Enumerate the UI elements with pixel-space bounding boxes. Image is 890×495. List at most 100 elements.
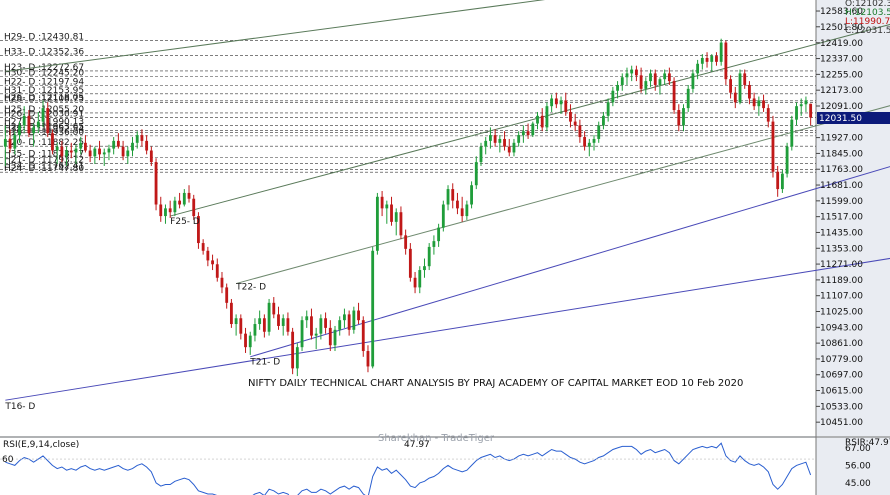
candle-167 xyxy=(790,115,794,151)
candle-65 xyxy=(310,308,313,340)
candle-161 xyxy=(762,94,765,112)
candle-body xyxy=(371,250,375,367)
candle-3 xyxy=(18,121,21,143)
candle-body xyxy=(140,135,144,141)
candle-170 xyxy=(804,96,808,112)
y-tick-label-4: 12255.00 xyxy=(820,70,863,80)
candle-body xyxy=(578,125,582,138)
candle-53 xyxy=(253,318,257,342)
candle-25 xyxy=(121,140,125,161)
candle-28 xyxy=(135,131,139,149)
trendline-3 xyxy=(5,257,890,401)
candle-112 xyxy=(531,121,535,138)
level-label-11: H24- D :11963.65 xyxy=(4,123,84,133)
candle-body xyxy=(583,137,587,147)
candle-140 xyxy=(663,69,667,85)
candle-body xyxy=(182,192,186,205)
candle-50 xyxy=(239,314,243,340)
candle-body xyxy=(295,347,299,369)
candle-body xyxy=(46,108,50,134)
candle-141 xyxy=(667,67,671,85)
candle-body xyxy=(762,100,765,109)
candle-body xyxy=(291,331,295,369)
candle-76 xyxy=(361,316,365,357)
candle-166 xyxy=(785,142,789,178)
candle-body xyxy=(738,73,742,103)
candle-body xyxy=(394,212,398,222)
candle-100 xyxy=(474,156,478,190)
candle-body xyxy=(517,135,521,143)
candle-body xyxy=(602,115,605,126)
candle-body xyxy=(658,79,662,85)
candle-163 xyxy=(771,115,775,178)
candle-34 xyxy=(164,204,167,224)
y-tick-label-25: 10451.00 xyxy=(820,418,863,428)
candle-body xyxy=(752,98,756,107)
candle-111 xyxy=(526,123,530,139)
candle-body xyxy=(592,138,596,143)
candle-body xyxy=(338,320,342,330)
candle-63 xyxy=(300,316,304,352)
trendline-4 xyxy=(250,166,890,358)
candle-37 xyxy=(178,192,182,209)
level-label-3: H30- D :12245.20 xyxy=(4,68,84,78)
candle-body xyxy=(686,88,690,109)
rsi-right-tick-1: 56.00 xyxy=(845,461,871,471)
candle-body xyxy=(785,146,789,174)
candle-body xyxy=(286,318,290,332)
candle-134 xyxy=(634,65,638,82)
ohlc-open: O:12102.35 xyxy=(845,0,890,9)
candle-body xyxy=(479,146,483,163)
candle-29 xyxy=(140,129,144,147)
rsi-label: RSI(E,9,14,close) xyxy=(3,440,79,450)
y-tick-label-0: 12583.60 xyxy=(820,7,863,17)
candle-120 xyxy=(569,104,572,128)
candle-body xyxy=(550,98,554,107)
level-label-14: H20- D :11882.25 xyxy=(4,138,84,148)
candle-15 xyxy=(74,144,78,165)
candle-118 xyxy=(559,96,563,114)
candle-body xyxy=(357,310,360,321)
candle-152 xyxy=(719,38,723,66)
candle-38 xyxy=(182,189,186,207)
marker-label-3: T16- D xyxy=(4,402,35,412)
candle-body xyxy=(564,100,568,112)
candle-body xyxy=(540,115,544,128)
candle-97 xyxy=(460,196,464,222)
candle-45 xyxy=(215,258,219,282)
candle-body xyxy=(667,73,671,82)
candle-139 xyxy=(658,77,662,95)
candle-136 xyxy=(644,77,648,95)
candle-22 xyxy=(107,144,111,161)
candle-body xyxy=(258,318,262,325)
candle-171 xyxy=(809,103,813,126)
candle-149 xyxy=(705,52,709,68)
candle-27 xyxy=(131,137,134,157)
y-tick-label-20: 10861.00 xyxy=(820,339,863,349)
candle-body xyxy=(164,208,167,217)
candle-51 xyxy=(244,327,247,353)
candle-body xyxy=(69,150,73,153)
candle-body xyxy=(248,335,252,348)
candle-131 xyxy=(620,73,624,91)
candle-body xyxy=(625,73,629,78)
candle-body xyxy=(790,119,794,147)
candle-127 xyxy=(602,111,605,130)
candle-2 xyxy=(13,131,17,155)
candle-body xyxy=(498,138,502,143)
candle-body xyxy=(677,110,681,126)
candle-147 xyxy=(696,59,700,80)
candle-31 xyxy=(149,146,153,166)
candle-body xyxy=(408,248,412,278)
candle-body xyxy=(173,200,177,213)
candle-body xyxy=(743,73,747,85)
candle-body xyxy=(390,204,393,222)
candle-body xyxy=(503,138,506,147)
candle-43 xyxy=(206,246,210,267)
candle-57 xyxy=(272,297,276,319)
candle-body xyxy=(521,131,525,136)
candle-body xyxy=(267,302,271,332)
rsi-right-tick-2: 45.00 xyxy=(845,479,871,489)
candle-168 xyxy=(795,102,798,126)
